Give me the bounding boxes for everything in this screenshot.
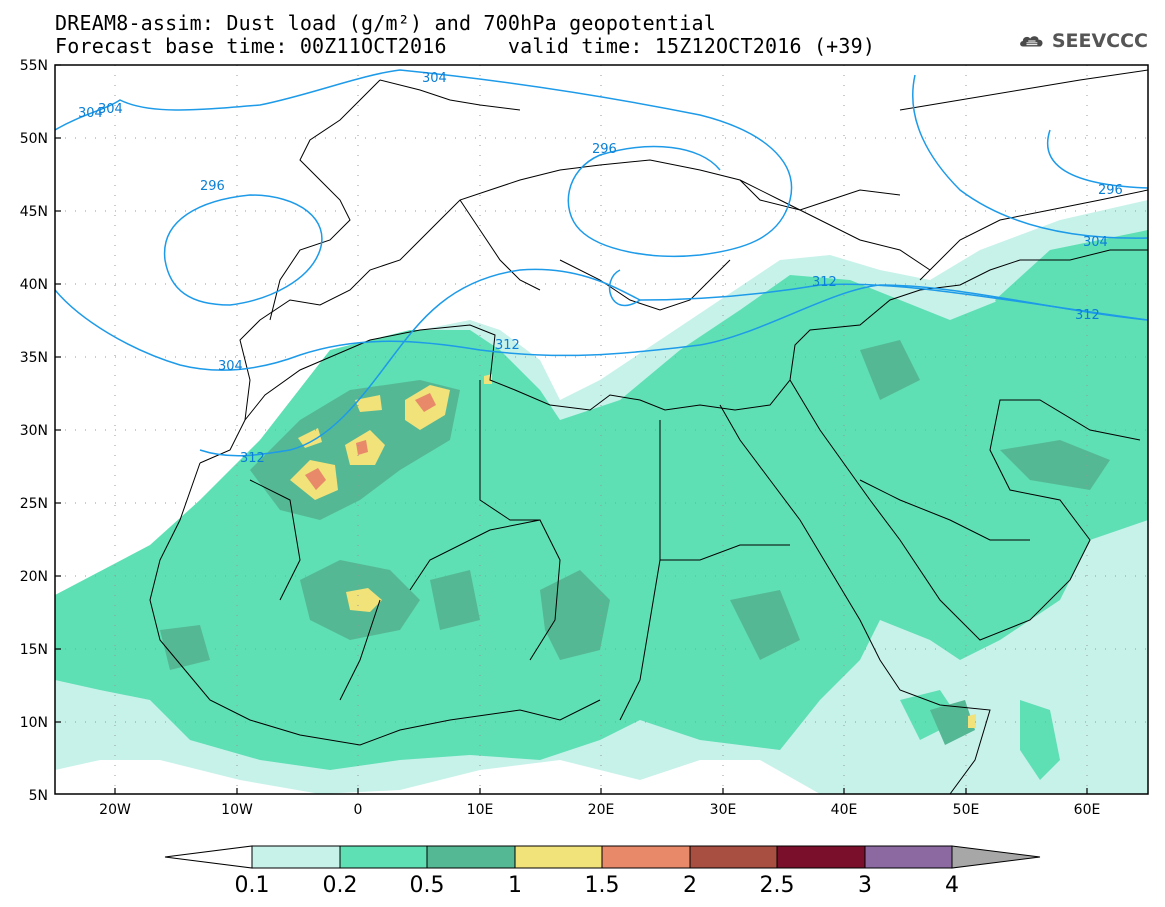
contour-label: 312 bbox=[495, 338, 520, 353]
colorbar-box bbox=[776, 845, 866, 869]
lon-label: 0 bbox=[354, 802, 363, 818]
lat-label: 45N bbox=[20, 204, 48, 220]
logo-text: SEEVCCC bbox=[1051, 30, 1148, 52]
contour-labels: 304 304 296 296 296 304 304 304 312 312 … bbox=[78, 71, 1123, 466]
contour-label: 304 bbox=[422, 71, 447, 86]
contour-label: 304 bbox=[218, 359, 243, 374]
colorbar-box bbox=[689, 845, 778, 869]
colorbar-label: 2.5 bbox=[760, 873, 795, 898]
colorbar-label: 3 bbox=[858, 873, 872, 898]
contour-label: 296 bbox=[592, 142, 617, 157]
geopotential-contours bbox=[55, 69, 1148, 457]
lon-label: 50E bbox=[953, 802, 980, 818]
lat-label: 25N bbox=[20, 496, 48, 512]
colorbar-box bbox=[426, 845, 516, 869]
colorbar-box bbox=[864, 845, 953, 869]
lat-label: 30N bbox=[20, 423, 48, 439]
contour-label: 304 bbox=[1083, 235, 1108, 250]
colorbar-max-arrow bbox=[951, 845, 1041, 869]
graticule bbox=[55, 65, 1148, 794]
contour-label: 312 bbox=[240, 451, 265, 466]
lon-label: 30E bbox=[710, 802, 737, 818]
colorbar-box bbox=[514, 845, 603, 869]
longitude-labels: 20W 10W 0 10E 20E 30E 40E 50E 60E bbox=[99, 802, 1100, 818]
lon-label: 40E bbox=[831, 802, 858, 818]
colorbar: 0.1 0.2 0.5 1 1.5 2 2.5 3 4 bbox=[164, 845, 1041, 898]
colorbar-label: 0.5 bbox=[410, 873, 445, 898]
latitude-labels: 55N 50N 45N 40N 35N 30N 25N 20N 15N 10N … bbox=[20, 58, 48, 804]
cloud-icon bbox=[1020, 36, 1043, 47]
forecast-times: Forecast base time: 00Z11OCT2016 valid t… bbox=[55, 34, 876, 58]
lat-label: 15N bbox=[20, 642, 48, 658]
lat-label: 10N bbox=[20, 715, 48, 731]
seevccc-logo: SEEVCCC bbox=[1018, 27, 1148, 55]
contour-label: 312 bbox=[812, 275, 837, 290]
colorbar-box bbox=[339, 845, 428, 869]
contour-label: 296 bbox=[200, 179, 225, 194]
dust-layer-1 bbox=[290, 374, 976, 728]
lon-label: 20W bbox=[99, 802, 131, 818]
lon-label: 60E bbox=[1074, 802, 1101, 818]
lat-label: 20N bbox=[20, 569, 48, 585]
contour-label: 312 bbox=[1075, 308, 1100, 323]
colorbar-label: 0.2 bbox=[323, 873, 358, 898]
lat-label: 5N bbox=[29, 788, 48, 804]
contour-label: 296 bbox=[1098, 183, 1123, 198]
colorbar-box bbox=[601, 845, 691, 869]
colorbar-label: 2 bbox=[683, 873, 697, 898]
colorbar-label: 1 bbox=[508, 873, 522, 898]
lat-label: 55N bbox=[20, 58, 48, 74]
colorbar-label: 1.5 bbox=[585, 873, 620, 898]
contour-label: 304 bbox=[98, 102, 123, 117]
lat-label: 35N bbox=[20, 350, 48, 366]
coastlines bbox=[149, 69, 1148, 794]
dust-layer-1.5 bbox=[305, 393, 436, 490]
lat-label: 40N bbox=[20, 277, 48, 293]
lon-label: 10W bbox=[221, 802, 253, 818]
lon-label: 10E bbox=[467, 802, 494, 818]
colorbar-label: 4 bbox=[945, 873, 959, 898]
colorbar-box bbox=[251, 845, 341, 869]
axis-ticks bbox=[55, 64, 1088, 794]
colorbar-label: 0.1 bbox=[235, 873, 270, 898]
contour-label: 304 bbox=[78, 106, 103, 121]
map-title: DREAM8-assim: Dust load (g/m²) and 700hP… bbox=[55, 11, 717, 35]
lon-label: 20E bbox=[588, 802, 615, 818]
lat-label: 50N bbox=[20, 131, 48, 147]
colorbar-min-arrow bbox=[164, 845, 253, 869]
